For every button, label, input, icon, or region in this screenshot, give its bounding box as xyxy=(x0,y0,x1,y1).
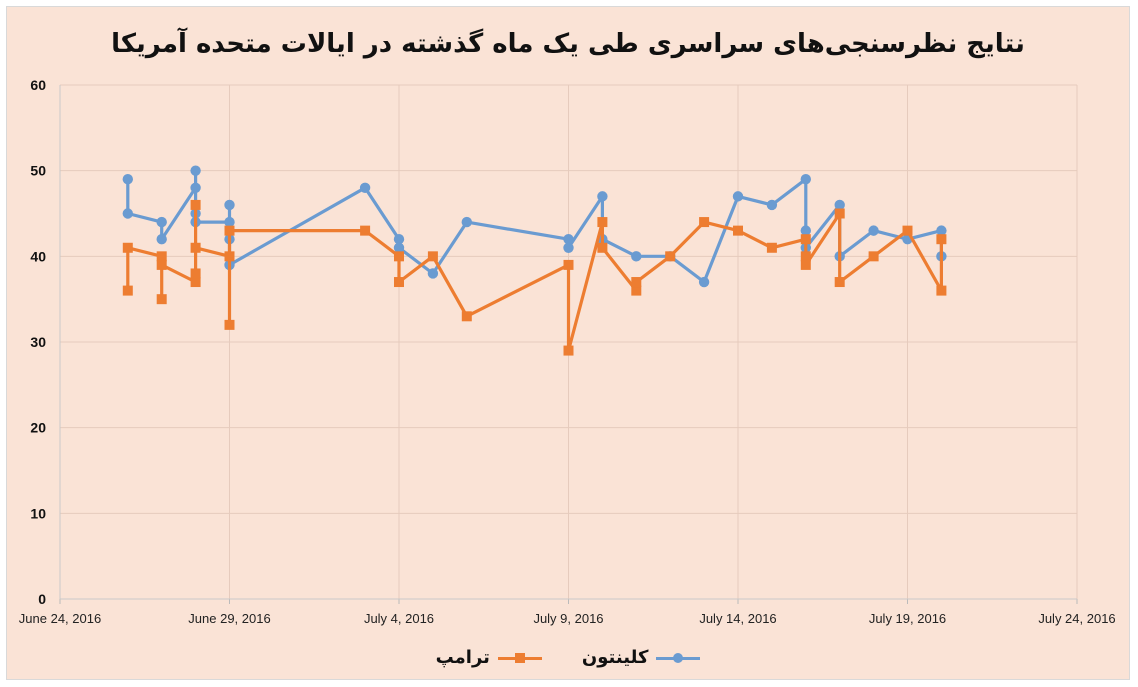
data-point xyxy=(393,234,405,245)
data-point xyxy=(461,311,472,322)
data-point xyxy=(122,285,133,296)
x-tick-label: June 24, 2016 xyxy=(19,611,101,626)
chart-title: نتایج نظرسنجی‌های سراسری طی یک ماه گذشته… xyxy=(111,29,1025,59)
x-tick-label: July 14, 2016 xyxy=(699,611,776,626)
data-point xyxy=(156,234,167,245)
legend-item-clinton: کلینتون xyxy=(582,647,701,668)
data-point xyxy=(936,225,947,236)
x-tick-label: July 19, 2016 xyxy=(869,611,946,626)
data-point xyxy=(597,191,608,202)
data-point xyxy=(427,268,439,279)
data-point xyxy=(631,251,642,262)
data-point xyxy=(461,216,472,228)
data-point xyxy=(394,277,404,288)
x-tick-label: July 24, 2016 xyxy=(1038,611,1115,626)
data-point xyxy=(156,251,167,262)
x-tick-label: June 29, 2016 xyxy=(188,611,270,626)
data-point xyxy=(800,234,811,245)
data-point xyxy=(936,234,947,245)
data-point xyxy=(190,242,201,253)
data-point xyxy=(732,191,744,202)
data-point xyxy=(800,251,811,262)
data-point xyxy=(224,216,235,228)
data-point xyxy=(224,225,235,236)
data-point xyxy=(698,276,710,288)
data-point xyxy=(563,345,574,356)
chart-frame: نتایج نظرسنجی‌های سراسری طی یک ماه گذشته… xyxy=(6,6,1130,680)
data-point xyxy=(156,294,167,305)
x-tick-label: July 4, 2016 xyxy=(364,611,434,626)
data-point xyxy=(122,242,133,253)
data-point xyxy=(800,174,811,185)
data-point xyxy=(224,319,235,330)
legend: ترامپ کلینتون xyxy=(7,647,1129,668)
data-point xyxy=(631,285,642,296)
y-tick-label: 30 xyxy=(30,334,46,350)
data-point xyxy=(360,225,371,236)
legend-swatch-trump xyxy=(497,651,542,665)
data-point xyxy=(766,199,778,211)
data-point xyxy=(800,259,811,270)
data-point xyxy=(597,242,608,253)
data-point xyxy=(393,242,405,253)
x-tick-label: July 9, 2016 xyxy=(533,611,603,626)
legend-swatch-clinton xyxy=(656,651,701,665)
data-point xyxy=(733,225,743,236)
data-point xyxy=(936,285,947,296)
y-tick-label: 50 xyxy=(30,163,46,179)
legend-item-trump: ترامپ xyxy=(436,647,542,668)
data-point xyxy=(868,225,879,236)
data-point xyxy=(156,259,167,270)
data-point xyxy=(427,251,438,262)
data-point xyxy=(800,225,811,236)
data-point xyxy=(699,217,710,228)
data-point xyxy=(597,217,608,228)
data-point xyxy=(665,251,676,262)
data-point xyxy=(868,251,879,262)
plot-area: 0 10 20 30 40 50 60 June 24, 2016 June 29, 2016 J… xyxy=(19,77,1116,626)
y-tick-label: 40 xyxy=(30,248,46,264)
legend-label-trump: ترامپ xyxy=(435,647,490,668)
data-point xyxy=(190,268,201,279)
y-tick-label: 60 xyxy=(30,77,46,93)
data-point xyxy=(834,277,845,288)
data-point xyxy=(834,208,845,219)
y-tick-label: 10 xyxy=(30,505,46,521)
data-point xyxy=(902,225,913,236)
series-line-1 xyxy=(126,203,944,353)
data-point xyxy=(563,234,574,245)
data-point xyxy=(563,259,574,270)
data-point xyxy=(190,165,201,176)
data-point xyxy=(122,208,133,219)
data-point xyxy=(359,182,371,193)
y-tick-label: 0 xyxy=(38,591,46,607)
data-point xyxy=(834,199,845,211)
data-point xyxy=(190,199,201,210)
data-point xyxy=(224,251,235,262)
data-point xyxy=(190,277,201,288)
legend-label-clinton: کلینتون xyxy=(581,647,649,668)
y-tick-label: 20 xyxy=(30,420,46,436)
data-point xyxy=(394,251,404,262)
data-point xyxy=(631,277,642,288)
data-point xyxy=(156,216,167,228)
data-point xyxy=(190,182,201,193)
series-line-0 xyxy=(126,169,944,284)
data-point xyxy=(122,174,133,185)
data-point xyxy=(224,199,235,211)
data-point xyxy=(563,242,574,253)
data-point xyxy=(766,242,777,253)
